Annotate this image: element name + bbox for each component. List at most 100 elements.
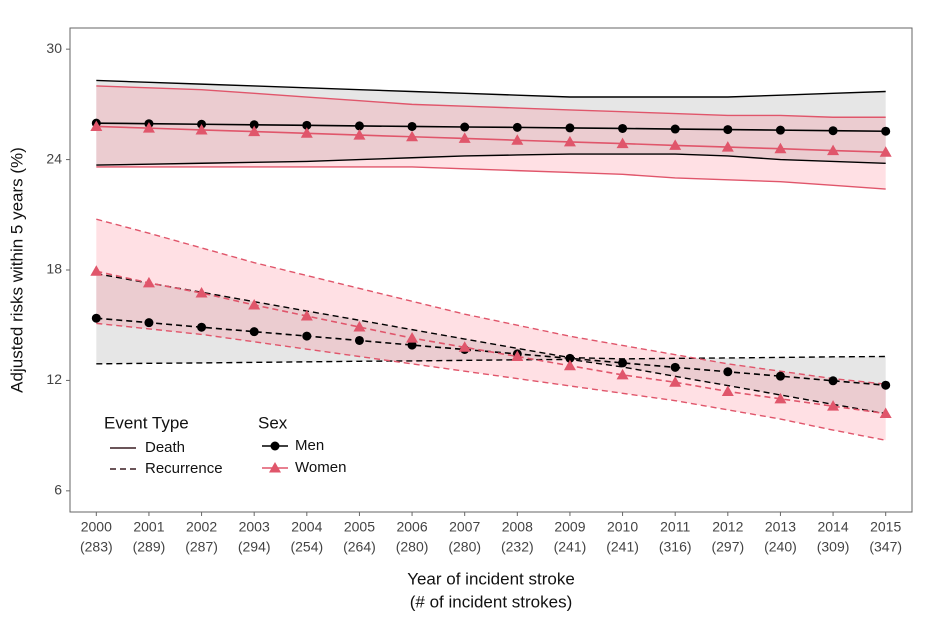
x-tick-label: 2009 [554,519,585,535]
marker [827,400,840,411]
series-line [96,270,886,415]
series-line [96,125,886,154]
marker [879,146,892,157]
x-tick-count: (264) [343,539,376,555]
marker [879,407,892,419]
marker [618,358,628,368]
marker [353,129,366,140]
marker [91,313,101,323]
marker [300,127,313,138]
marker [248,298,261,310]
x-tick-count: (283) [80,539,113,555]
x-tick-label: 2006 [396,519,427,535]
marker [302,331,312,341]
marker [197,322,207,332]
y-tick-label: 30 [46,40,62,56]
x-axis-title: Year of incident stroke [407,569,575,588]
x-tick-count: (280) [448,539,481,555]
plot-area [69,27,913,513]
marker [302,120,312,130]
marker [460,122,470,132]
x-tick-label: 2014 [817,519,848,535]
confidence-band [96,80,886,166]
marker [512,122,522,132]
x-tick-count: (297) [711,539,744,555]
legend-label: Death [145,439,185,456]
marker [354,335,364,345]
band-bound [96,85,886,118]
x-tick-count: (287) [185,539,218,555]
marker [721,385,734,396]
marker [248,125,261,137]
x-tick-count: (347) [869,539,902,555]
series-line [96,317,886,387]
marker [511,350,524,361]
marker [669,139,682,150]
marker [142,122,155,133]
marker [827,144,840,156]
marker [669,376,682,387]
marker [774,142,787,154]
x-tick-count: (289) [133,539,166,555]
x-tick-label: 2001 [133,519,164,535]
marker [723,367,733,377]
marker [881,126,891,136]
x-tick-count: (241) [554,539,587,555]
y-tick-label: 12 [46,371,62,387]
x-tick-label: 2005 [344,519,375,535]
x-tick-label: 2007 [449,519,480,535]
x-tick-count: (294) [238,539,271,555]
marker [354,121,364,131]
marker [563,359,576,371]
x-tick-count: (280) [396,539,429,555]
marker [249,120,259,130]
marker [407,121,417,131]
x-tick-label: 2000 [81,519,112,535]
legend-title: Event Type [104,413,189,432]
marker [144,318,154,328]
marker [616,137,629,149]
x-tick-count: (316) [659,539,692,555]
x-tick-label: 2015 [870,519,901,535]
marker [775,371,785,381]
y-axis-title: Adjusted risks within 5 years (%) [7,147,26,393]
x-tick-label: 2013 [765,519,796,535]
marker [828,376,838,386]
marker [616,368,629,380]
marker [407,340,417,350]
marker [670,362,680,372]
marker [90,265,103,276]
y-tick-label: 6 [54,482,62,498]
marker [458,341,471,352]
marker [406,332,419,343]
marker [142,276,155,288]
x-tick-count: (232) [501,539,534,555]
x-tick-label: 2012 [712,519,743,535]
marker [775,125,785,135]
x-tick-label: 2002 [186,519,217,535]
marker [565,123,575,133]
legend-label: Men [295,437,324,454]
marker [90,120,103,131]
band-bound [96,153,886,166]
x-tick-count: (254) [290,539,323,555]
marker [563,135,576,147]
x-tick-label: 2003 [239,519,270,535]
legend-label: Recurrence [145,460,223,477]
marker [195,123,208,135]
marker [353,321,366,332]
x-tick-count: (240) [764,539,797,555]
marker [511,134,524,145]
marker [774,392,787,404]
marker [723,125,733,135]
band-bound [96,322,886,441]
x-tick-label: 2010 [607,519,638,535]
marker [618,123,628,133]
marker [270,441,280,451]
x-tick-label: 2011 [660,519,690,535]
x-tick-label: 2004 [291,519,322,535]
marker [458,132,471,143]
band-bound [96,358,886,415]
y-tick-label: 24 [46,150,62,166]
